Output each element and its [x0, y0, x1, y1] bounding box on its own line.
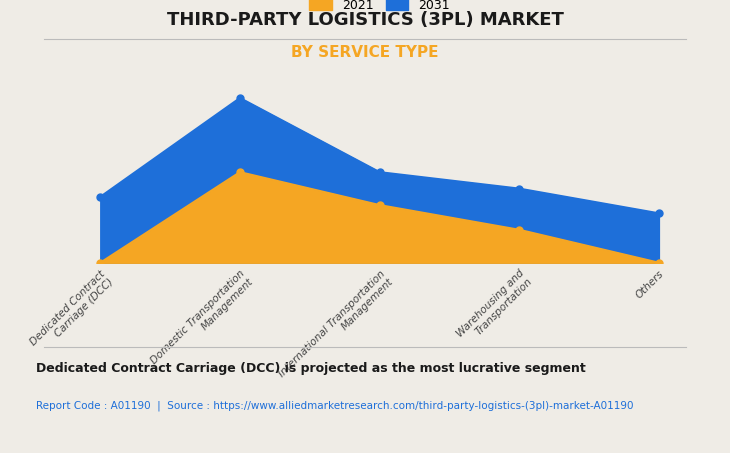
Text: Dedicated Contract Carriage (DCC) is projected as the most lucrative segment: Dedicated Contract Carriage (DCC) is pro… — [36, 362, 586, 376]
Legend: 2021, 2031: 2021, 2031 — [304, 0, 455, 17]
Text: Report Code : A01190  |  Source : https://www.alliedmarketresearch.com/third-par: Report Code : A01190 | Source : https://… — [36, 401, 634, 411]
Text: THIRD-PARTY LOGISTICS (3PL) MARKET: THIRD-PARTY LOGISTICS (3PL) MARKET — [166, 11, 564, 29]
Text: BY SERVICE TYPE: BY SERVICE TYPE — [291, 45, 439, 60]
